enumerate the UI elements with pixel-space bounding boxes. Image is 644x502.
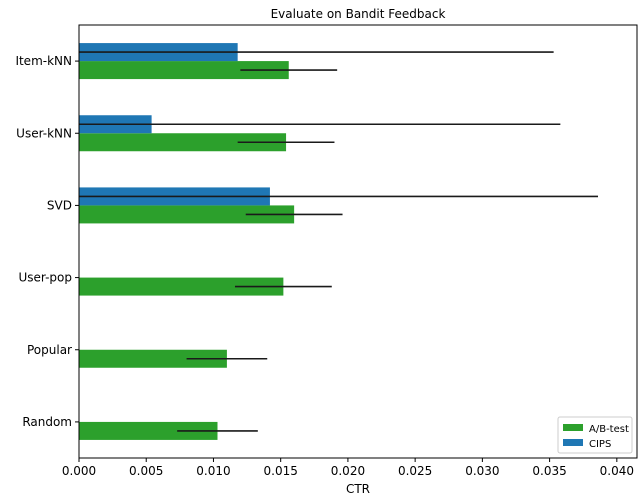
x-tick-label: 0.010 bbox=[196, 464, 230, 478]
x-tick-label: 0.035 bbox=[532, 464, 566, 478]
bar-a-b-test-4 bbox=[79, 349, 227, 368]
bar-a-b-test-0 bbox=[79, 61, 289, 80]
y-tick-label: SVD bbox=[47, 198, 72, 212]
x-tick-label: 0.015 bbox=[264, 464, 298, 478]
x-tick-label: 0.040 bbox=[600, 464, 634, 478]
y-tick-label: Random bbox=[22, 415, 72, 429]
bar-a-b-test-3 bbox=[79, 277, 284, 296]
y-tick-label: User-kNN bbox=[16, 126, 72, 140]
legend-label: A/B-test bbox=[589, 424, 629, 435]
x-tick-label: 0.000 bbox=[62, 464, 96, 478]
x-tick-label: 0.020 bbox=[331, 464, 365, 478]
bar-a-b-test-5 bbox=[79, 421, 218, 440]
chart-title: Evaluate on Bandit Feedback bbox=[271, 7, 446, 21]
x-tick-label: 0.025 bbox=[398, 464, 432, 478]
bar-a-b-test-2 bbox=[79, 205, 295, 224]
legend: A/B-test CIPS bbox=[557, 416, 633, 454]
y-tick-label: User-pop bbox=[19, 271, 73, 285]
legend-swatch bbox=[563, 424, 583, 431]
x-tick-label: 0.005 bbox=[129, 464, 163, 478]
plot-area bbox=[78, 24, 638, 459]
x-axis-label: CTR bbox=[346, 482, 370, 496]
y-tick-label: Popular bbox=[27, 343, 72, 357]
bar-a-b-test-1 bbox=[79, 133, 287, 152]
legend-swatch bbox=[563, 439, 583, 446]
y-tick-label: Item-kNN bbox=[15, 54, 72, 68]
legend-label: CIPS bbox=[589, 439, 611, 450]
x-tick-label: 0.030 bbox=[465, 464, 499, 478]
